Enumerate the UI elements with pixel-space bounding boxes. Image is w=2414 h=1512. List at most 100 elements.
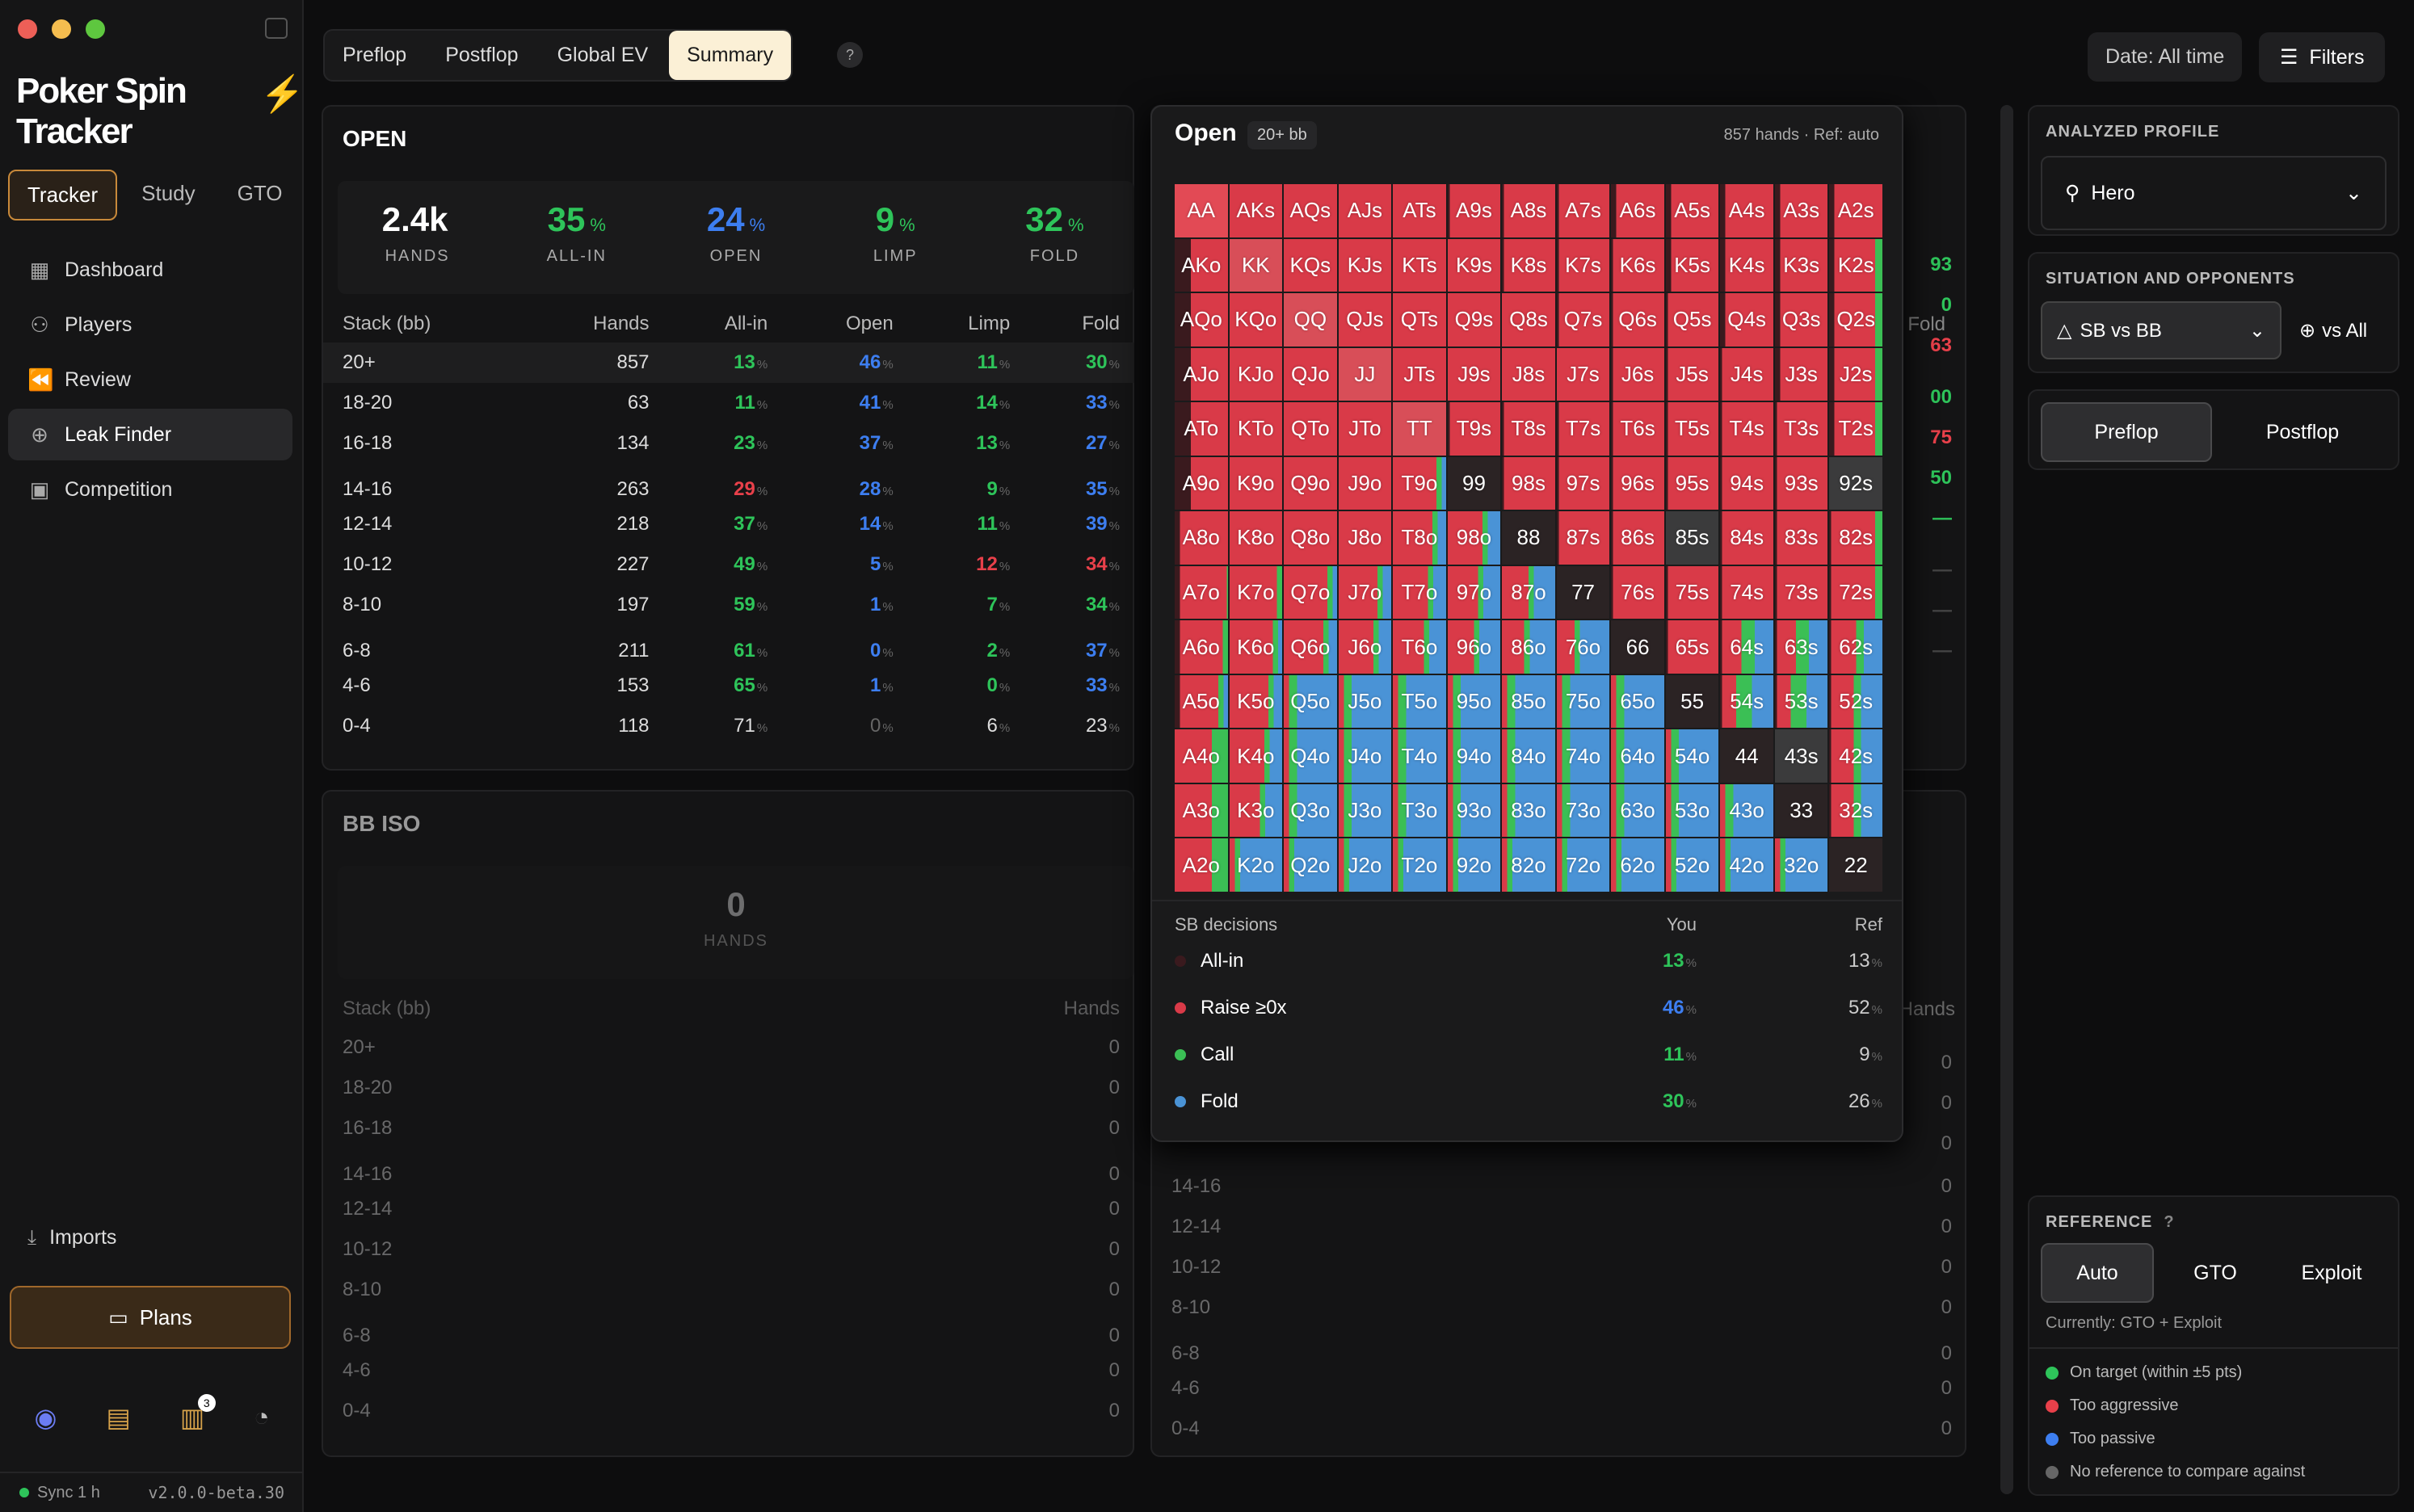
table-row[interactable]: 18-20 0 [323, 1068, 1134, 1108]
close-window-button[interactable] [18, 19, 37, 39]
tab-summary[interactable]: Summary [669, 31, 792, 80]
hand-cell[interactable]: A5s [1665, 184, 1719, 237]
hand-cell[interactable]: T8o [1393, 511, 1446, 565]
hand-cell[interactable]: Q2s [1829, 293, 1882, 346]
hand-cell[interactable]: K7o [1229, 565, 1283, 620]
hand-cell[interactable]: 65s [1665, 620, 1719, 674]
hand-cell[interactable]: 32s [1829, 783, 1882, 838]
hand-cell[interactable]: KTs [1393, 238, 1446, 292]
table-row[interactable]: 16-18 0 [323, 1108, 1134, 1149]
hand-cell[interactable]: 22 [1829, 838, 1882, 892]
discord-icon[interactable]: ◉ [34, 1403, 57, 1432]
table-row[interactable]: 0-4 118 71% 0% 6% 23% [323, 706, 1134, 746]
gift-icon[interactable]: ▥ 3 [180, 1394, 216, 1433]
table-row[interactable]: 14-16 0 [1152, 1166, 1966, 1207]
hand-cell[interactable]: KQs [1284, 238, 1337, 292]
hand-cell[interactable]: 86s [1611, 511, 1664, 565]
sidebar-toggle-icon[interactable] [265, 18, 288, 39]
hand-cell[interactable]: 97o [1447, 565, 1501, 620]
table-row[interactable]: 14-16 263 29% 28% 9% 35% [323, 464, 1134, 504]
hand-cell[interactable]: K3o [1229, 783, 1283, 838]
hand-cell[interactable]: JTo [1338, 402, 1392, 456]
hand-cell[interactable]: 63o [1611, 783, 1664, 838]
hand-cell[interactable]: Q9s [1447, 293, 1501, 346]
hand-cell[interactable]: J3s [1774, 347, 1828, 401]
plans-button[interactable]: ▭ Plans [10, 1286, 291, 1349]
hand-cell[interactable]: J9o [1338, 456, 1392, 510]
table-row[interactable]: 14-16 0 [323, 1149, 1134, 1189]
hand-cell[interactable]: J4s [1720, 347, 1773, 401]
hand-cell[interactable]: A2o [1175, 838, 1228, 892]
hand-cell[interactable]: 95o [1447, 674, 1501, 729]
hand-cell[interactable]: Q6o [1284, 620, 1337, 674]
hand-cell[interactable]: A9s [1447, 184, 1501, 237]
hand-cell[interactable]: 52o [1665, 838, 1719, 892]
hand-cell[interactable]: Q4o [1284, 729, 1337, 783]
hand-cell[interactable]: K4s [1720, 238, 1773, 292]
hand-cell[interactable]: Q5s [1665, 293, 1719, 346]
hand-cell[interactable]: Q4s [1720, 293, 1773, 346]
hand-cell[interactable]: T8s [1502, 402, 1555, 456]
hand-cell[interactable]: K9o [1229, 456, 1283, 510]
hand-cell[interactable]: JTs [1393, 347, 1446, 401]
hand-cell[interactable]: TT [1393, 402, 1446, 456]
hand-cell[interactable]: 92o [1447, 838, 1501, 892]
hand-cell[interactable]: 85o [1502, 674, 1555, 729]
scrollbar[interactable] [2000, 105, 2013, 1494]
hand-cell[interactable]: QQ [1284, 293, 1337, 346]
hand-cell[interactable]: 92s [1829, 456, 1882, 510]
hand-cell[interactable]: 96s [1611, 456, 1664, 510]
hand-cell[interactable]: 62o [1611, 838, 1664, 892]
hand-cell[interactable]: AQs [1284, 184, 1337, 237]
hand-cell[interactable]: 93s [1774, 456, 1828, 510]
hand-cell[interactable]: 43s [1774, 729, 1828, 783]
hand-cell[interactable]: 65o [1611, 674, 1664, 729]
hand-cell[interactable]: Q5o [1284, 674, 1337, 729]
hand-cell[interactable]: A3s [1774, 184, 1828, 237]
hand-cell[interactable]: J9s [1447, 347, 1501, 401]
table-row[interactable]: 0-4 0 [323, 1391, 1134, 1431]
hand-cell[interactable]: Q7o [1284, 565, 1337, 620]
hand-cell[interactable]: A8o [1175, 511, 1228, 565]
hand-cell[interactable]: K9s [1447, 238, 1501, 292]
maximize-window-button[interactable] [86, 19, 105, 39]
filters-button[interactable]: ☰ Filters [2259, 32, 2386, 82]
table-row[interactable]: 8-10 0 [323, 1270, 1134, 1310]
street-postflop[interactable]: Postflop [2265, 420, 2340, 443]
nav-review[interactable]: ⏪ Review [8, 354, 292, 405]
mode-gto[interactable]: GTO [237, 181, 283, 205]
profile-select[interactable]: ⚲ Hero ⌄ [2041, 156, 2387, 230]
hand-cell[interactable]: T6o [1393, 620, 1446, 674]
hand-cell[interactable]: K2o [1229, 838, 1283, 892]
hand-cell[interactable]: 75s [1665, 565, 1719, 620]
hand-cell[interactable]: QJs [1338, 293, 1392, 346]
hand-cell[interactable]: J7o [1338, 565, 1392, 620]
table-row[interactable]: 6-8 0 [323, 1310, 1134, 1350]
hand-cell[interactable]: AKo [1175, 238, 1228, 292]
hand-cell[interactable]: Q6s [1611, 293, 1664, 346]
hand-cell[interactable]: 53o [1665, 783, 1719, 838]
hand-cell[interactable]: T9s [1447, 402, 1501, 456]
hand-cell[interactable]: J8s [1502, 347, 1555, 401]
situation-select[interactable]: △ SB vs BB ⌄ [2041, 301, 2282, 359]
table-row[interactable]: 20+ 0 [323, 1027, 1134, 1068]
hand-cell[interactable]: 84o [1502, 729, 1555, 783]
hand-cell[interactable]: 93o [1447, 783, 1501, 838]
hand-cell[interactable]: T4o [1393, 729, 1446, 783]
hand-cell[interactable]: K4o [1229, 729, 1283, 783]
hand-cell[interactable]: KJs [1338, 238, 1392, 292]
mode-study[interactable]: Study [141, 181, 196, 205]
minimize-window-button[interactable] [52, 19, 71, 39]
hand-cell[interactable]: A5o [1175, 674, 1228, 729]
hand-cell[interactable]: 97s [1556, 456, 1610, 510]
hand-cell[interactable]: 64s [1720, 620, 1773, 674]
hand-cell[interactable]: A2s [1829, 184, 1882, 237]
reference-help-icon[interactable]: ? [2164, 1213, 2175, 1231]
table-row[interactable]: 10-12 0 [1152, 1247, 1966, 1287]
hand-cell[interactable]: K8s [1502, 238, 1555, 292]
hand-cell[interactable]: KJo [1229, 347, 1283, 401]
tab-postflop[interactable]: Postflop [445, 44, 519, 66]
hand-cell[interactable]: 74o [1556, 729, 1610, 783]
hand-cell[interactable]: T4s [1720, 402, 1773, 456]
hand-cell[interactable]: 55 [1665, 674, 1719, 729]
